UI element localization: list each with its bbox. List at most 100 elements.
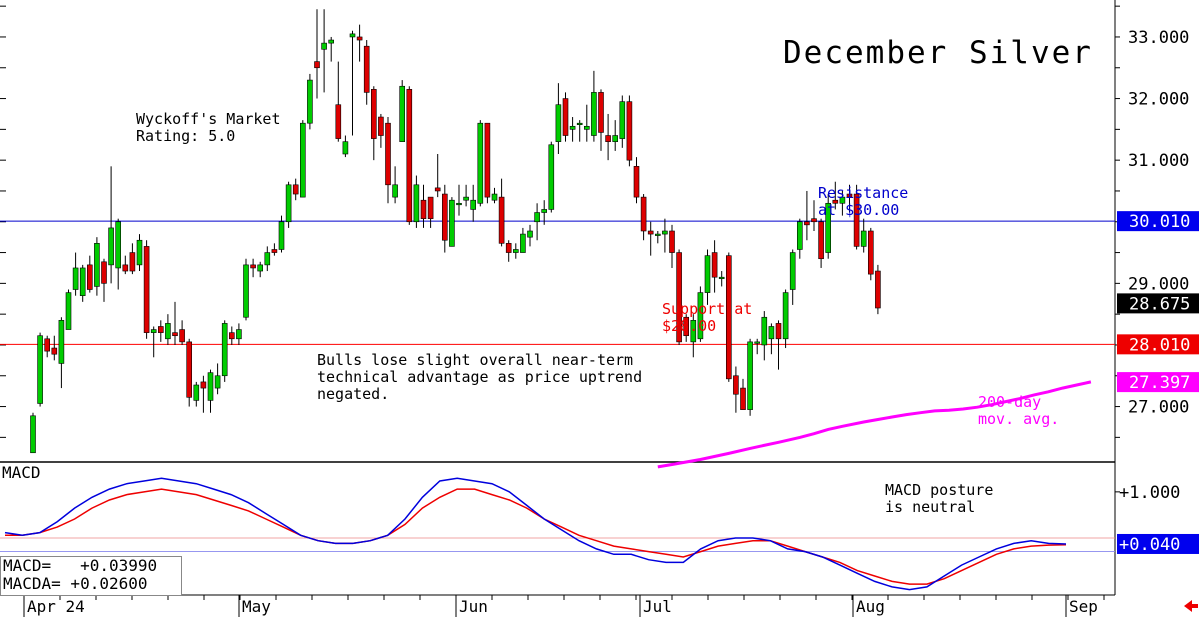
candle-body bbox=[150, 329, 157, 333]
candle-body bbox=[676, 252, 682, 343]
candle-body bbox=[299, 122, 306, 198]
support-annotation: Support at bbox=[662, 300, 752, 318]
candle-body bbox=[541, 209, 548, 213]
y-tick-label: 33.000 bbox=[1128, 28, 1189, 48]
price-tag bbox=[1117, 293, 1199, 314]
x-tick-label: Jun bbox=[459, 597, 488, 616]
candle-body bbox=[356, 36, 363, 41]
candle-body bbox=[463, 196, 469, 201]
candle-body bbox=[37, 335, 43, 404]
ma200-line bbox=[657, 380, 1092, 469]
ma-annotation: 200-day bbox=[978, 393, 1041, 411]
y-tick-label: 31.000 bbox=[1128, 151, 1189, 171]
candle-body bbox=[860, 230, 867, 247]
candle-body bbox=[207, 372, 214, 401]
candle-body bbox=[718, 276, 725, 280]
candle-body bbox=[598, 92, 604, 133]
ma-annotation: mov. avg. bbox=[978, 410, 1059, 428]
candle-body bbox=[44, 338, 51, 352]
candle-body bbox=[534, 212, 540, 223]
candle-body bbox=[292, 184, 299, 195]
candle-body bbox=[470, 199, 477, 210]
candle-body bbox=[761, 316, 768, 346]
candle-body bbox=[385, 122, 391, 186]
candle-body bbox=[477, 122, 484, 204]
commentary-annotation: technical advantage as price uptrend bbox=[317, 368, 642, 386]
candle-body bbox=[690, 320, 697, 343]
candle-body bbox=[427, 196, 434, 219]
candle-body bbox=[633, 166, 640, 198]
candle-body bbox=[434, 187, 441, 192]
macda-value-readout: MACDA= +0.02600 bbox=[3, 574, 148, 593]
candle-body bbox=[370, 89, 377, 139]
candle-body bbox=[512, 249, 519, 253]
x-tick-label: May bbox=[242, 597, 271, 616]
candle-body bbox=[342, 141, 349, 155]
candle-body bbox=[214, 375, 221, 389]
candle-body bbox=[683, 316, 690, 337]
candle-body bbox=[30, 415, 36, 454]
resistance-annotation: Resistance bbox=[818, 184, 908, 202]
candle-body bbox=[839, 196, 846, 204]
candle-body bbox=[278, 221, 285, 250]
candle-body bbox=[392, 184, 398, 198]
candle-body bbox=[548, 144, 555, 210]
candle-body bbox=[697, 292, 704, 340]
candle-body bbox=[165, 323, 171, 340]
candle-body bbox=[747, 341, 753, 410]
price-tag-label: 28.010 bbox=[1129, 335, 1190, 355]
candle-body bbox=[94, 243, 100, 287]
y-tick-label: 27.000 bbox=[1128, 398, 1189, 418]
candle-body bbox=[669, 230, 675, 253]
macd-annotation: is neutral bbox=[885, 498, 975, 516]
x-tick-label: Apr 24 bbox=[27, 597, 85, 616]
candle-body bbox=[520, 233, 526, 253]
x-tick-label: Sep bbox=[1069, 597, 1098, 616]
candle-body bbox=[143, 246, 150, 333]
candle-body bbox=[349, 33, 356, 38]
candle-body bbox=[321, 42, 327, 50]
candle-body bbox=[51, 347, 58, 355]
support-annotation: $28.00 bbox=[662, 317, 716, 335]
candle-body bbox=[441, 193, 448, 241]
candle-body bbox=[101, 261, 107, 284]
candle-body bbox=[221, 323, 228, 377]
candle-body bbox=[754, 341, 761, 344]
candle-body bbox=[158, 326, 164, 333]
candle-body bbox=[662, 230, 668, 235]
candle-body bbox=[853, 193, 860, 247]
candle-body bbox=[491, 193, 498, 201]
price-tag-label: 27.397 bbox=[1129, 373, 1190, 393]
rating-annotation: Wyckoff's Market bbox=[136, 110, 281, 128]
candle-body bbox=[243, 264, 249, 318]
candle-body bbox=[378, 116, 384, 136]
x-tick-label: Jul bbox=[643, 597, 672, 616]
candle-body bbox=[733, 375, 739, 395]
rating-annotation: Rating: 5.0 bbox=[136, 127, 235, 145]
candle-body bbox=[782, 292, 789, 340]
macd-value-tag-label: +0.040 bbox=[1119, 535, 1180, 555]
macd-tick-label: +1.000 bbox=[1119, 483, 1180, 503]
candle-body bbox=[200, 381, 207, 389]
candle-body bbox=[115, 221, 121, 269]
left-arrow-icon bbox=[1184, 600, 1198, 612]
y-tick-label: 32.000 bbox=[1128, 90, 1189, 110]
candle-body bbox=[875, 270, 881, 309]
candle-body bbox=[363, 45, 370, 93]
candle-body bbox=[250, 264, 256, 269]
candle-body bbox=[307, 79, 313, 124]
candle-body bbox=[576, 122, 583, 125]
candle-body bbox=[789, 252, 796, 290]
chart-title: December Silver bbox=[783, 35, 1093, 71]
macd-value-readout: MACD= +0.03990 bbox=[3, 556, 158, 575]
candle-body bbox=[449, 199, 455, 247]
candle-body bbox=[619, 101, 626, 139]
macd-readout-box: MACD= +0.03990 MACDA= +0.02600 bbox=[0, 556, 182, 596]
candle-body bbox=[591, 92, 597, 136]
candle-body bbox=[867, 230, 874, 275]
candle-body bbox=[335, 104, 342, 139]
candle-body bbox=[179, 329, 185, 343]
candle-body bbox=[328, 39, 335, 44]
resistance-annotation: at $30.00 bbox=[818, 201, 899, 219]
candle-body bbox=[108, 227, 114, 266]
